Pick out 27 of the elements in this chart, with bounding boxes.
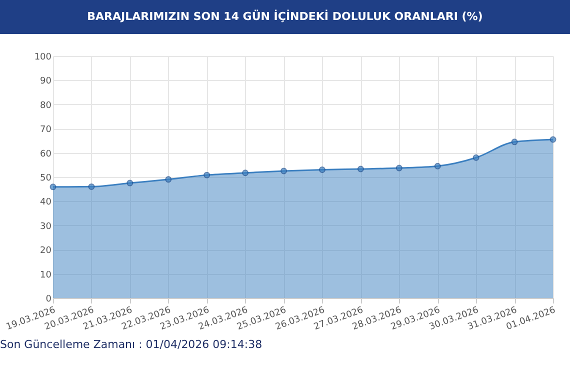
text: Son Güncelleme Zamanı : 01/04/2026 09:14:38: [0, 338, 264, 351]
y-tick-label: 50: [40, 174, 52, 184]
point: [318, 166, 326, 173]
y-tick-label: 60: [40, 149, 52, 160]
point: [396, 164, 402, 172]
y-tick-label: 0: [46, 294, 52, 304]
y-tick-label: 70: [40, 125, 52, 136]
y-tick-label: 100: [34, 52, 52, 62]
point: [88, 183, 95, 190]
y-tick-label: 30: [40, 222, 52, 232]
point: [280, 168, 288, 174]
point: [550, 136, 556, 143]
y-tick-label: 90: [40, 76, 52, 87]
point: [165, 176, 172, 183]
point: [204, 172, 210, 178]
point: [242, 170, 249, 176]
point: [472, 154, 480, 161]
point: [126, 180, 134, 186]
point: [50, 184, 56, 190]
point: [434, 162, 441, 170]
y-tick-label: 40: [40, 198, 52, 208]
point: [357, 166, 364, 172]
y-tick-label: 10: [40, 270, 52, 280]
y-tick-label: 20: [40, 246, 52, 256]
point: [511, 138, 518, 146]
chart-title: BARAJLARIMIZIN SON 14 GÜN İÇİNDEKİ DOLULUK ORANLARI (%): [0, 0, 570, 34]
y-tick-label: 80: [40, 100, 52, 111]
